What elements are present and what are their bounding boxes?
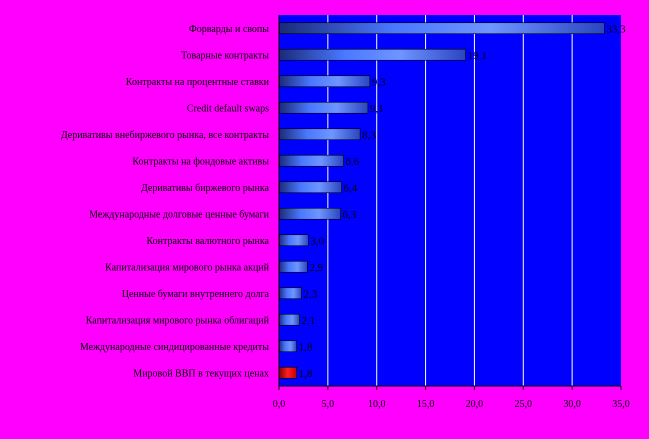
bar — [278, 154, 344, 167]
bar — [278, 75, 371, 88]
value-label: 6,4 — [344, 182, 358, 194]
value-label: 6,3 — [343, 209, 357, 221]
category-label: Капитализация мирового рынка облигаций — [86, 315, 270, 326]
plot-area — [279, 15, 621, 386]
highlight-bar — [278, 366, 297, 379]
value-label: 9,3 — [372, 76, 386, 88]
category-label: Товарные контракты — [181, 50, 269, 61]
bar — [278, 260, 308, 273]
value-label: 2,3 — [303, 288, 317, 300]
bar — [278, 234, 309, 247]
bar-layer — [278, 22, 605, 379]
bar — [278, 101, 369, 114]
x-tick-label: 35,0 — [612, 399, 630, 410]
value-label: 1,8 — [299, 341, 313, 353]
bar — [278, 340, 297, 353]
value-label: 1,8 — [299, 368, 313, 380]
value-label: 6,6 — [345, 156, 359, 168]
grid-layer — [327, 15, 573, 386]
bar — [278, 287, 302, 300]
category-label: Контракты на процентные ставки — [126, 77, 270, 88]
x-tick-label: 15,0 — [417, 399, 435, 410]
category-label: Контракты на фондовые активы — [132, 156, 269, 167]
bar — [278, 181, 342, 194]
value-label: 19,1 — [468, 50, 487, 62]
bar — [278, 48, 466, 61]
category-label: Деривативы внебиржевого рынка, все контр… — [61, 130, 269, 141]
value-label: 3,0 — [310, 235, 324, 247]
category-label: Капитализация мирового рынка акций — [105, 262, 270, 273]
x-tick-label: 25,0 — [515, 399, 533, 410]
category-label: Международные долговые ценные бумаги — [89, 209, 269, 220]
x-tick-label: 0,0 — [273, 399, 286, 410]
category-label: Ценные бумаги внутреннего долга — [122, 289, 270, 300]
bar — [278, 313, 300, 326]
x-tick-label: 5,0 — [322, 399, 335, 410]
value-label: 33,3 — [606, 23, 626, 35]
category-label: Международные синдицированные кредиты — [80, 342, 269, 353]
category-label: Контракты валютного рынка — [146, 236, 269, 247]
bar — [278, 207, 341, 220]
category-label: Мировой ВВП в текущих ценах — [133, 368, 269, 379]
value-label: 2,9 — [309, 262, 323, 274]
bar — [278, 22, 605, 35]
category-label: Форварды и свопы — [189, 24, 269, 35]
value-label: 2,1 — [302, 315, 316, 327]
x-tick-label: 20,0 — [466, 399, 484, 410]
category-label: Credit default swaps — [187, 103, 269, 114]
bar — [278, 128, 361, 141]
category-label: Деривативы биржевого рынка — [141, 183, 270, 194]
value-label: 9,1 — [370, 103, 384, 115]
value-label-layer: 33,3 19,1 9,3 9,1 8,3 6,6 6,4 6,3 3,0 2,9 2,3 2,1 1,… — [299, 23, 627, 380]
value-label: 8,3 — [362, 129, 376, 141]
x-tick-label: 10,0 — [368, 399, 386, 410]
x-tick-label: 30,0 — [563, 399, 581, 410]
category-label-layer: Форварды и свопы Товарные контракты Контра… — [61, 24, 270, 380]
x-tick-layer: 0,0 5,0 10,0 15,0 20,0 25,0 30,0 35,0 — [273, 15, 630, 410]
